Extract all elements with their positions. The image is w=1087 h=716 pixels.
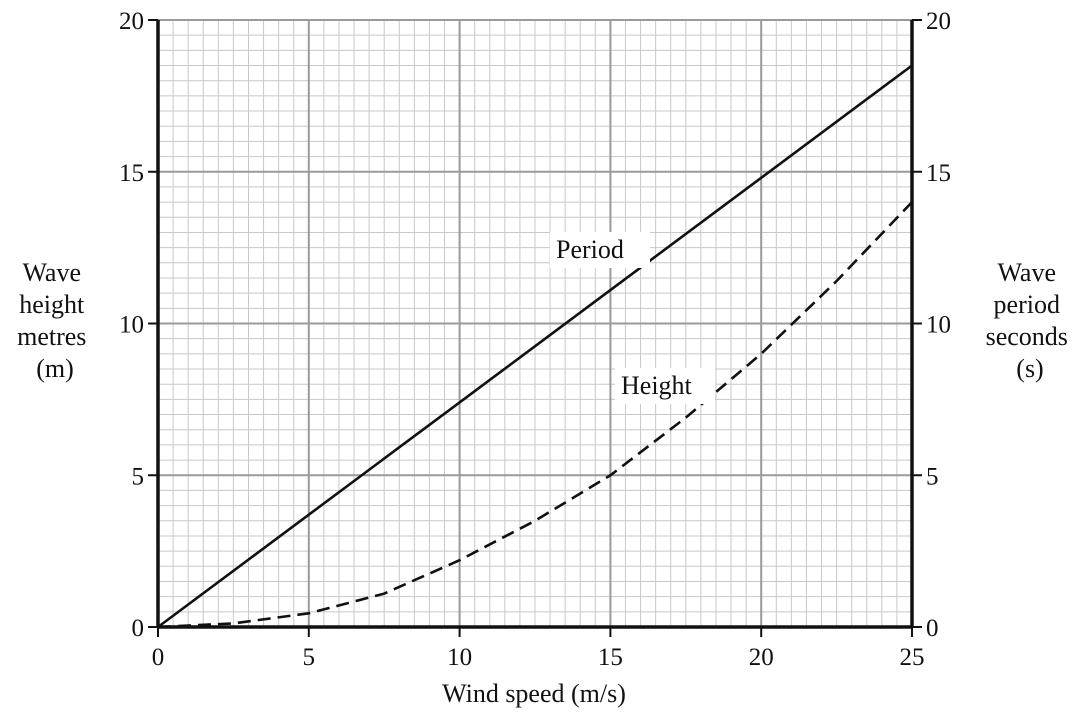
period-label: Period [556, 235, 624, 264]
left-axis-title-line-4: (m) [36, 354, 74, 383]
right-axis-title-line-2: period [994, 290, 1060, 319]
x-tick-label: 15 [598, 644, 623, 671]
period-line [157, 64, 913, 629]
x-axis-title: Wind speed (m/s) [442, 679, 626, 708]
right-tick-label: 10 [926, 312, 951, 339]
series-labels: Period Height [550, 232, 715, 404]
height-line [157, 201, 913, 629]
right-tick-label: 0 [926, 615, 939, 642]
left-tick-label: 0 [132, 615, 145, 642]
right-axis-title-line-4: (s) [1016, 354, 1043, 383]
right-tick-label: 20 [926, 8, 951, 35]
right-tick-label: 5 [926, 463, 939, 490]
x-tick-label: 20 [749, 644, 774, 671]
right-axis-title-line-1: Wave [997, 258, 1056, 287]
left-tick-label: 5 [132, 463, 145, 490]
right-tick-label: 15 [926, 160, 951, 187]
height-label-bg [615, 368, 715, 404]
series-layer [157, 64, 913, 629]
left-axis-title: Wave height metres (m) [17, 258, 93, 383]
left-tick-label: 20 [119, 8, 144, 35]
right-axis-title-line-3: seconds [986, 322, 1068, 351]
left-tick-label: 15 [119, 160, 144, 187]
period-label-bg [550, 232, 650, 268]
height-label: Height [621, 371, 693, 400]
x-tick-label: 5 [303, 644, 316, 671]
left-axis-title-line-2: height [19, 290, 85, 319]
x-tick-label: 0 [152, 644, 165, 671]
left-axis-title-line-3: metres [17, 322, 86, 351]
x-tick-label: 25 [900, 644, 925, 671]
x-tick-label: 10 [447, 644, 472, 671]
right-axis-title: Wave period seconds (s) [986, 258, 1075, 383]
left-axis-title-line-1: Wave [22, 258, 81, 287]
left-tick-label: 10 [119, 312, 144, 339]
